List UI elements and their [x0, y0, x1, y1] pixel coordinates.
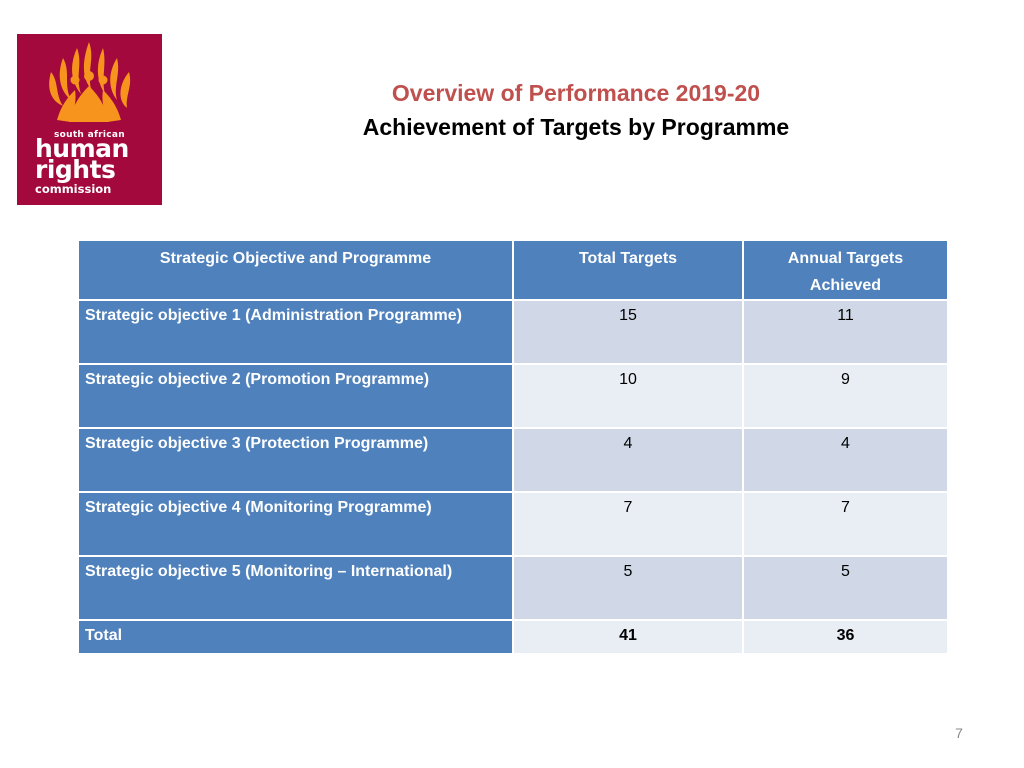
objective-cell: Strategic objective 1 (Administration Pr…: [77, 299, 514, 365]
table-row: Strategic objective 1 (Administration Pr…: [77, 299, 949, 365]
column-header-annual-achieved: Annual Targets Achieved: [742, 239, 949, 301]
page-title: Overview of Performance 2019-20: [391, 80, 761, 106]
total-targets-cell: 15: [512, 299, 744, 365]
table-row: Strategic objective 5 (Monitoring – Inte…: [77, 555, 949, 621]
column-header-annual-achieved-label: Annual Targets Achieved: [787, 250, 904, 294]
column-header-objective: Strategic Objective and Programme: [77, 239, 514, 301]
flame-people-icon: [49, 42, 131, 122]
achieved-cell: 5: [742, 555, 949, 621]
logo-line-rights: rights: [35, 155, 116, 184]
total-targets-cell: 7: [512, 491, 744, 557]
total-targets-cell: 4: [512, 427, 744, 493]
total-label-cell: Total: [77, 619, 514, 655]
achieved-cell: 9: [742, 363, 949, 429]
total-targets-cell: 10: [512, 363, 744, 429]
objective-cell: Strategic objective 2 (Promotion Program…: [77, 363, 514, 429]
achieved-sum-cell: 36: [742, 619, 949, 655]
total-targets-cell: 5: [512, 555, 744, 621]
table-row: Strategic objective 4 (Monitoring Progra…: [77, 491, 949, 557]
column-header-total-targets: Total Targets: [512, 239, 744, 301]
achieved-cell: 11: [742, 299, 949, 365]
logo-line-south-african: south african: [53, 130, 126, 140]
page-number: 7: [955, 725, 963, 741]
targets-table: Strategic Objective and Programme Total …: [77, 239, 949, 655]
page-subtitle: Achievement of Targets by Programme: [362, 114, 790, 140]
table-header-row: Strategic Objective and Programme Total …: [77, 239, 949, 301]
table-row: Strategic objective 2 (Promotion Program…: [77, 363, 949, 429]
achieved-cell: 4: [742, 427, 949, 493]
achieved-cell: 7: [742, 491, 949, 557]
objective-cell: Strategic objective 5 (Monitoring – Inte…: [77, 555, 514, 621]
logo-line-human: human: [35, 134, 129, 163]
logo-line-commission: commission: [35, 182, 112, 196]
table-total-row: Total 41 36: [77, 619, 949, 655]
objective-cell: Strategic objective 4 (Monitoring Progra…: [77, 491, 514, 557]
sahrc-logo: south african human rights commission: [17, 34, 162, 205]
total-targets-sum-cell: 41: [512, 619, 744, 655]
objective-cell: Strategic objective 3 (Protection Progra…: [77, 427, 514, 493]
table-row: Strategic objective 3 (Protection Progra…: [77, 427, 949, 493]
